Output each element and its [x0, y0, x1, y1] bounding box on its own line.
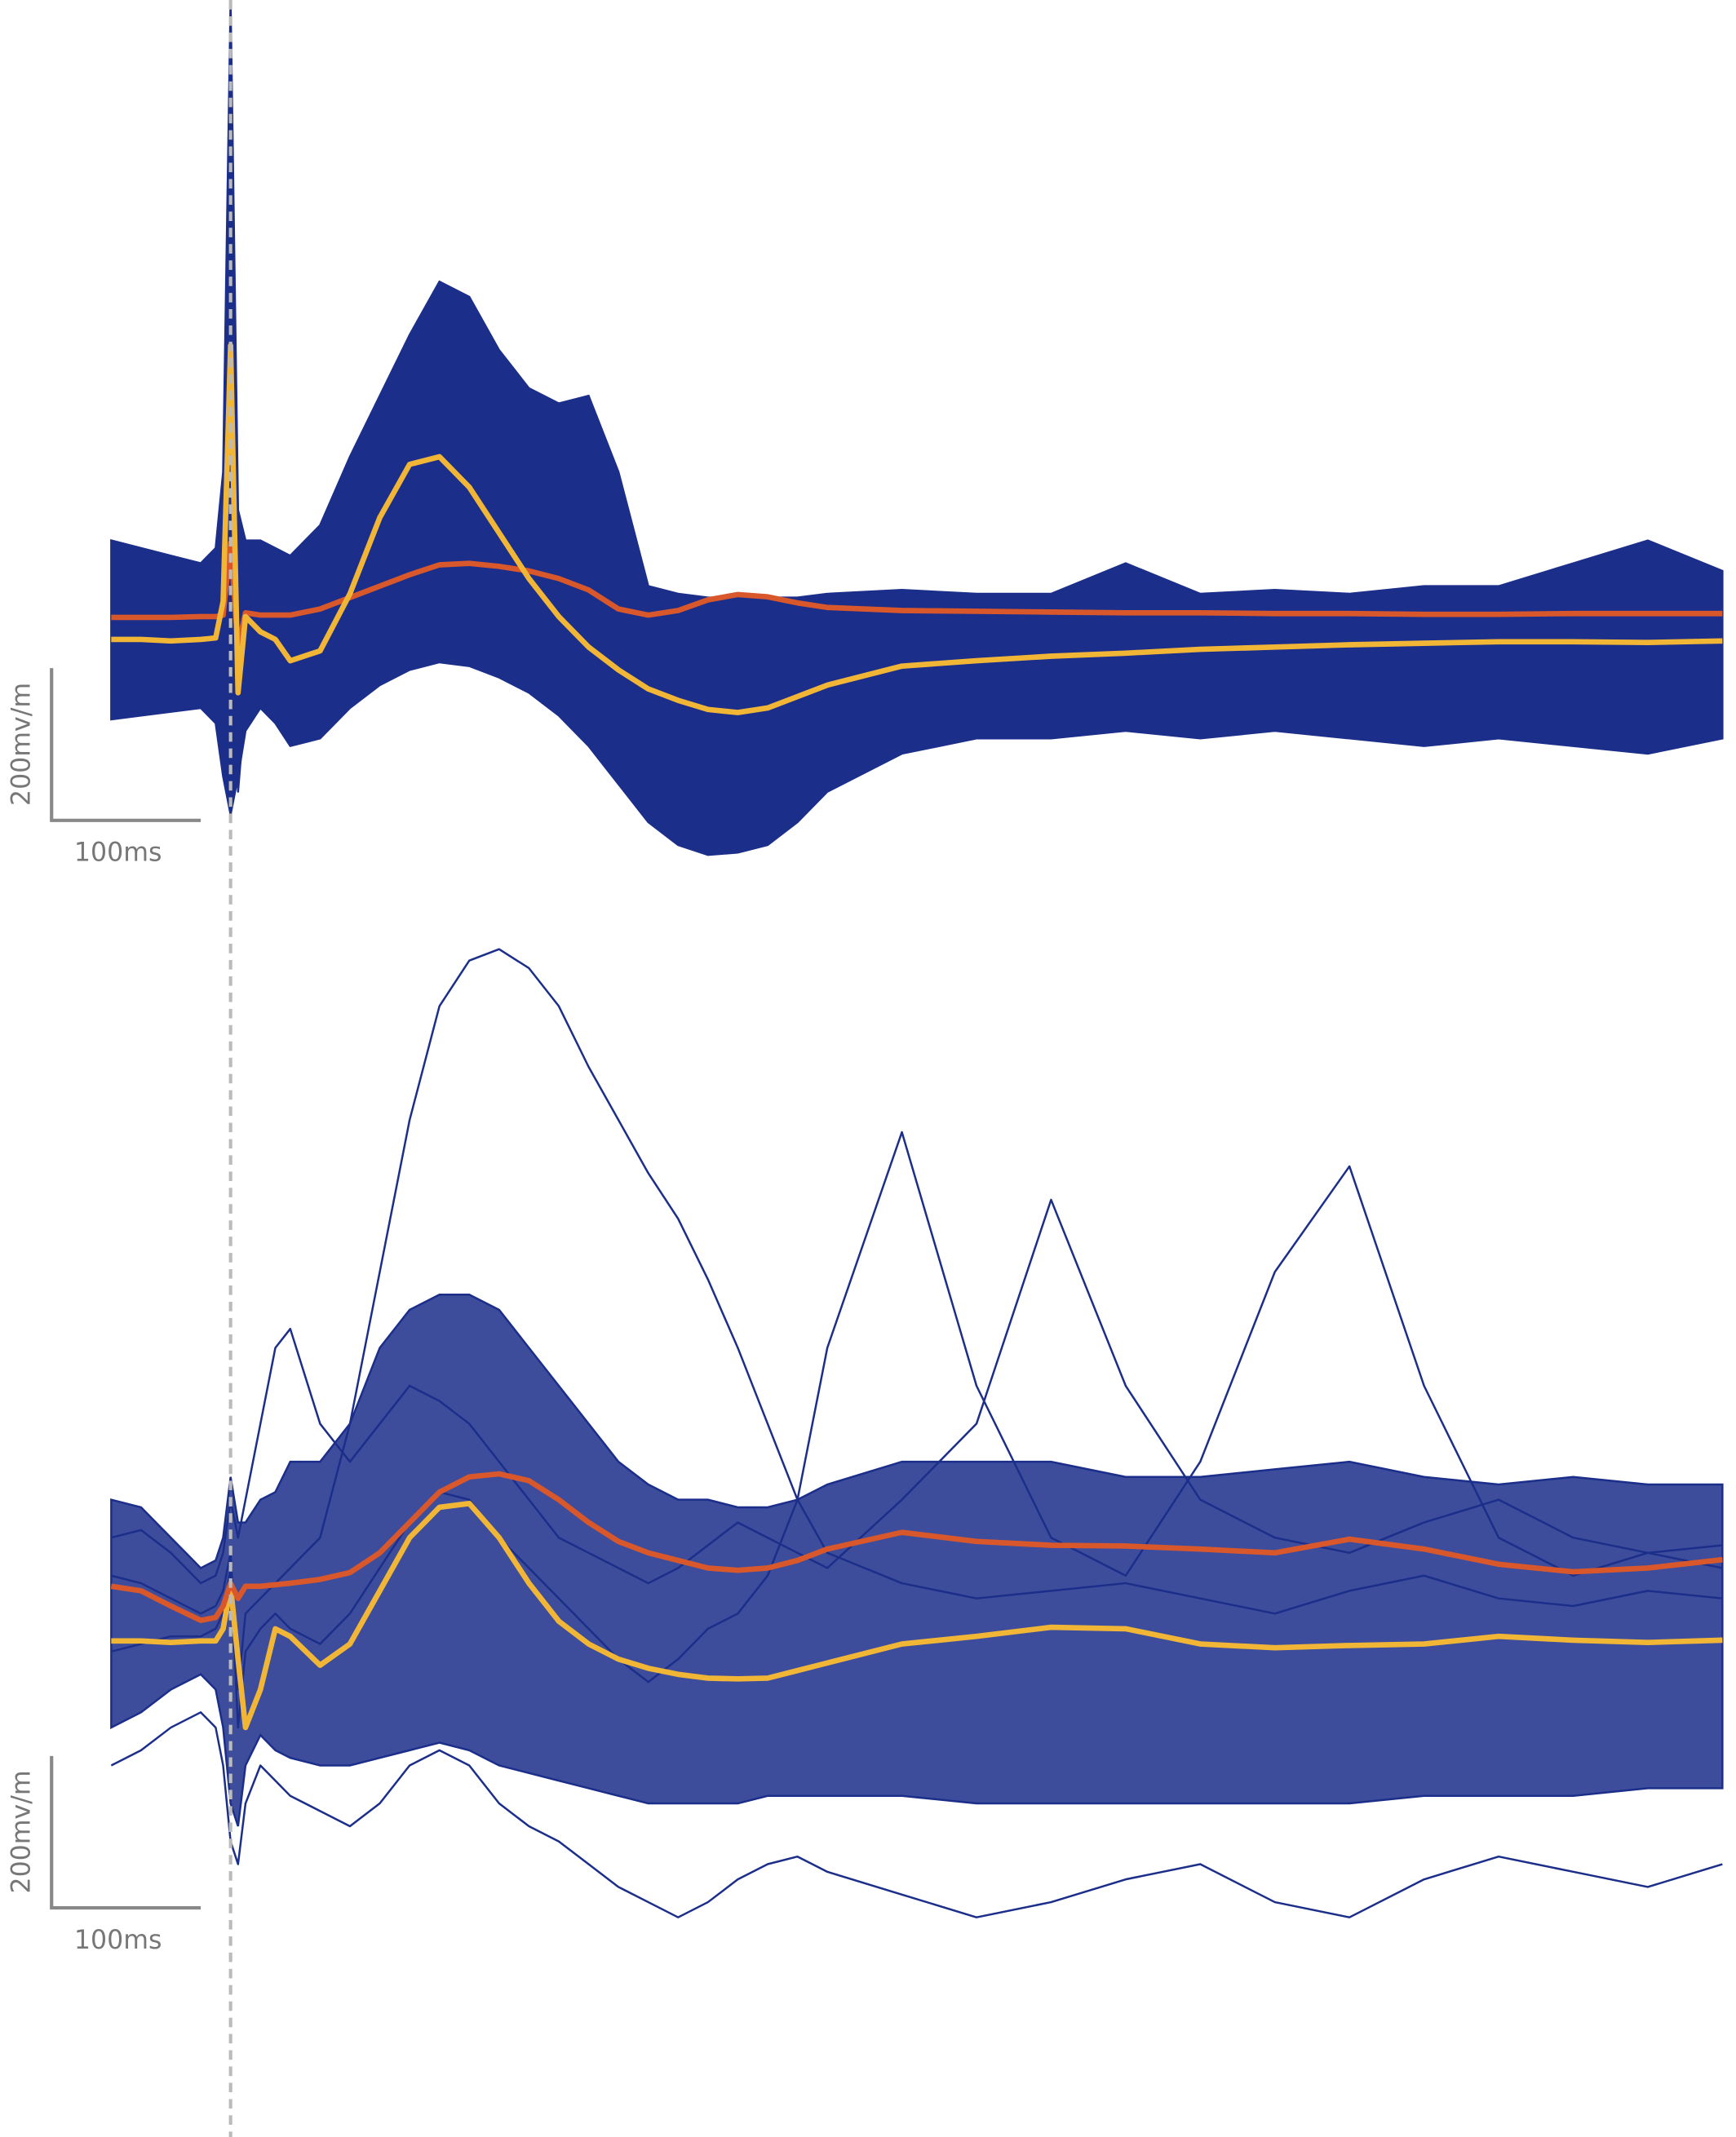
- trace-band: [110, 0, 1724, 856]
- trace-band: [110, 1294, 1724, 1827]
- scale-label-x: 100ms: [74, 1926, 162, 1955]
- scale-label-y: 200mv/m: [7, 683, 37, 806]
- average-trace: [111, 1500, 1723, 1731]
- trace: [110, 1711, 1723, 1918]
- trace: [111, 1130, 1723, 1729]
- trace: [111, 471, 1723, 847]
- trace: [111, 1198, 1723, 1585]
- average-trace: [110, 1471, 1723, 1624]
- scale-label-x: 100ms: [74, 838, 162, 868]
- average-trace: [111, 343, 1723, 715]
- scale-label-y: 200mv/m: [7, 1770, 37, 1893]
